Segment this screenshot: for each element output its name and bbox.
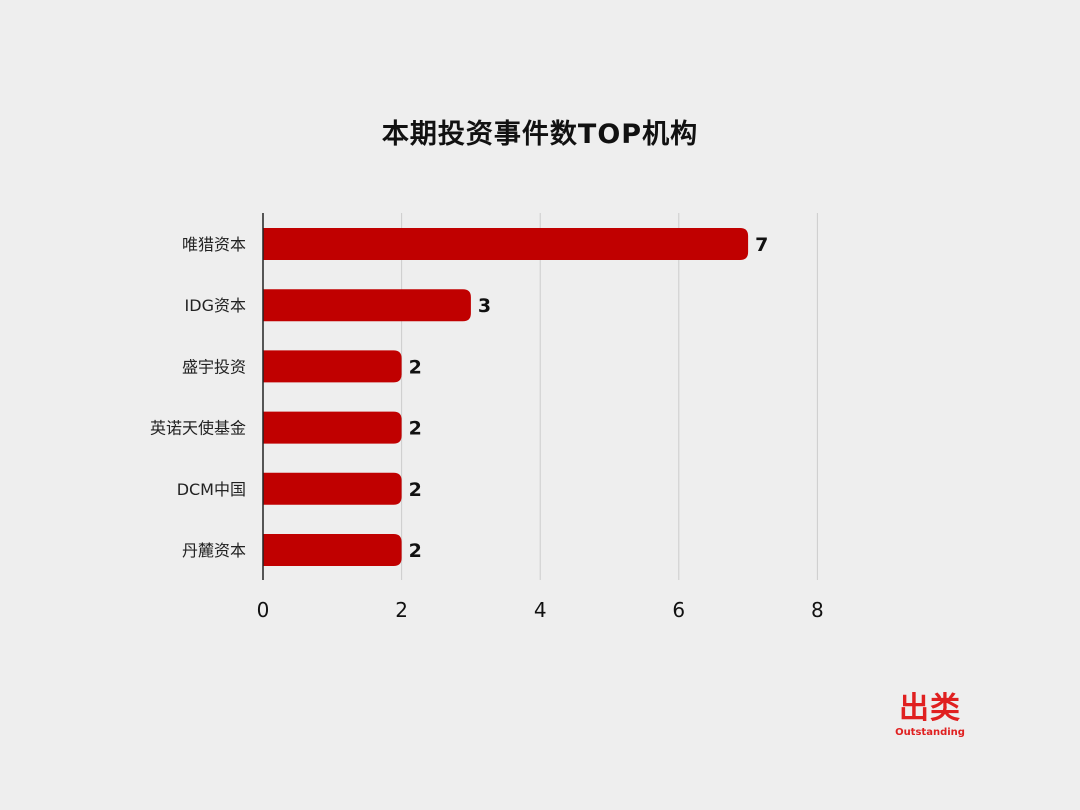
bar: [263, 289, 471, 322]
labels: 0 2 4 6 8 唯猎资本 7 IDG资本 3 盛宇投资 2 英诺天使基金 2 DCM中国 2 丹麓资本 2: [150, 234, 824, 622]
category-label: DCM中国: [177, 480, 246, 499]
brand-tagline: Outstanding: [895, 727, 965, 738]
category-label: 英诺天使基金: [150, 419, 246, 438]
data-label: 2: [409, 479, 422, 501]
x-tick-label: 8: [811, 598, 824, 622]
data-label: 7: [755, 234, 768, 256]
data-label: 2: [409, 356, 422, 378]
category-label: IDG资本: [185, 296, 246, 315]
x-tick-label: 4: [534, 598, 547, 622]
chart-title: 本期投资事件数TOP机构: [381, 119, 699, 150]
data-label: 2: [409, 540, 422, 562]
brand-logo: 出类: [899, 691, 961, 726]
bars: [263, 228, 749, 566]
bar: [263, 411, 402, 444]
x-tick-label: 0: [257, 598, 270, 622]
bar: [263, 534, 402, 566]
x-tick-label: 6: [672, 598, 685, 622]
bar: [263, 472, 402, 505]
x-tick-label: 2: [395, 598, 408, 622]
bar: [263, 228, 749, 260]
data-label: 2: [409, 418, 422, 440]
brand-watermark: 出类 Outstanding: [880, 692, 980, 740]
category-label: 唯猎资本: [182, 235, 246, 254]
bar: [263, 350, 402, 383]
category-label: 盛宇投资: [182, 357, 246, 376]
category-label: 丹麓资本: [182, 541, 246, 560]
data-label: 3: [478, 295, 491, 317]
grid-lines: [401, 213, 818, 580]
